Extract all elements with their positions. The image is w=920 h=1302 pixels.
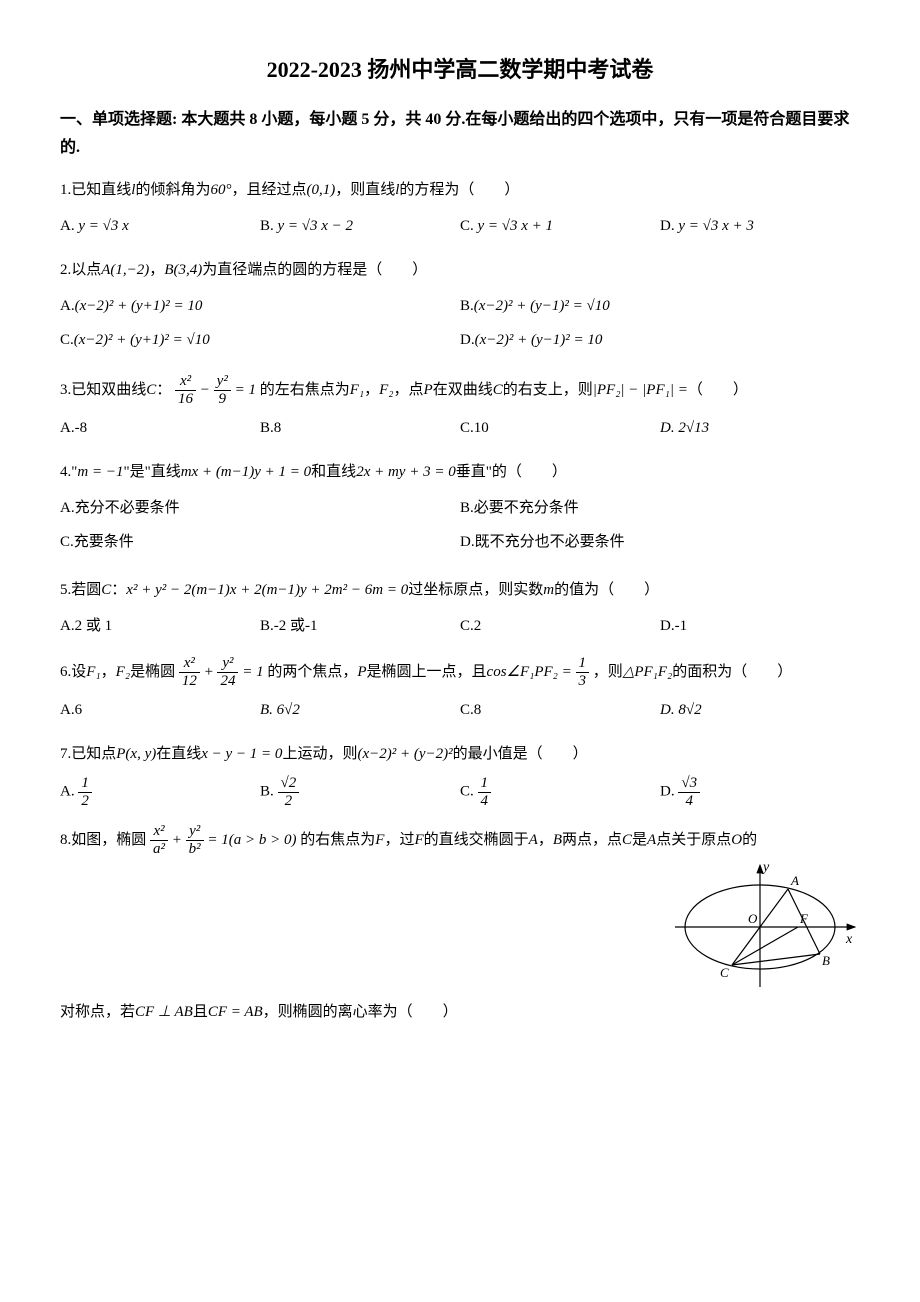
label-F: F: [799, 911, 809, 926]
q6-options: A.6 B. 6√2 C.8 D. 8√2: [60, 695, 860, 725]
q1-opt-a: A. y = √3 x: [60, 211, 260, 241]
q5-opt-b: B.-2 或-1: [260, 611, 460, 641]
q4-opt-a: A.充分不必要条件: [60, 493, 460, 523]
q6-opt-c: C.8: [460, 695, 660, 725]
question-2: 2.以点A(1,−2)，B(3,4)为直径端点的圆的方程是（ ） A.(x−2)…: [60, 255, 860, 359]
question-1: 1.已知直线l的倾斜角为60°，且经过点(0,1)，则直线l的方程为（ ） A.…: [60, 175, 860, 241]
q5-stem: 5.若圆C：x² + y² − 2(m−1)x + 2(m−1)y + 2m² …: [60, 582, 659, 598]
line-CF: [732, 927, 798, 965]
q3-opt-d: D. 2√13: [660, 413, 860, 443]
q8-stem-part1: 8.如图，椭圆 x²a² + y²b² = 1(a > b > 0) 的右焦点为…: [60, 832, 757, 848]
q7-opt-c: C. 14: [460, 775, 660, 809]
q5-opt-c: C.2: [460, 611, 660, 641]
q1-opt-d: D. y = √3 x + 3: [660, 211, 860, 241]
label-x: x: [845, 932, 853, 947]
q1-stem: 1.已知直线l的倾斜角为60°，且经过点(0,1)，则直线l的方程为（ ）: [60, 182, 519, 198]
question-5: 5.若圆C：x² + y² − 2(m−1)x + 2(m−1)y + 2m² …: [60, 575, 860, 641]
question-4: 4."m = −1"是"直线mx + (m−1)y + 1 = 0和直线2x +…: [60, 457, 860, 561]
q8-stem-part2: 对称点，若CF ⊥ AB且CF = AB，则椭圆的离心率为（ ）: [60, 1004, 458, 1020]
q6-opt-d: D. 8√2: [660, 695, 860, 725]
q5-opt-a: A.2 或 1: [60, 611, 260, 641]
q6-opt-a: A.6: [60, 695, 260, 725]
question-6: 6.设F₁，F₂是椭圆 x²12 + y²24 = 1 的两个焦点，P是椭圆上一…: [60, 655, 860, 725]
label-A: A: [790, 873, 799, 888]
q4-opt-c: C.充要条件: [60, 527, 460, 557]
q8-figure: y x O A B C F: [660, 857, 860, 997]
q4-options: A.充分不必要条件 B.必要不充分条件 C.充要条件 D.既不充分也不必要条件: [60, 493, 860, 561]
q7-stem: 7.已知点P(x, y)在直线x − y − 1 = 0上运动，则(x−2)² …: [60, 746, 588, 762]
q1-opt-b: B. y = √3 x − 2: [260, 211, 460, 241]
exam-title: 2022-2023 扬州中学高二数学期中考试卷: [60, 50, 860, 90]
q4-opt-d: D.既不充分也不必要条件: [460, 527, 860, 557]
q1-options: A. y = √3 x B. y = √3 x − 2 C. y = √3 x …: [60, 211, 860, 241]
label-y: y: [761, 860, 770, 875]
q7-opt-a: A. 12: [60, 775, 260, 809]
q1-opt-c: C. y = √3 x + 1: [460, 211, 660, 241]
label-B: B: [822, 953, 830, 968]
q2-opt-a: A.(x−2)² + (y+1)² = 10: [60, 291, 460, 321]
label-O: O: [748, 911, 758, 926]
q3-opt-b: B.8: [260, 413, 460, 443]
q2-options: A.(x−2)² + (y+1)² = 10 B.(x−2)² + (y−1)²…: [60, 291, 860, 359]
section-1-header: 一、单项选择题: 本大题共 8 小题，每小题 5 分，共 40 分.在每小题给出…: [60, 106, 860, 164]
q7-options: A. 12 B. √22 C. 14 D. √34: [60, 775, 860, 809]
q3-opt-a: A.-8: [60, 413, 260, 443]
question-8: 8.如图，椭圆 x²a² + y²b² = 1(a > b > 0) 的右焦点为…: [60, 823, 860, 1027]
q3-options: A.-8 B.8 C.10 D. 2√13: [60, 413, 860, 443]
q5-opt-d: D.-1: [660, 611, 860, 641]
question-7: 7.已知点P(x, y)在直线x − y − 1 = 0上运动，则(x−2)² …: [60, 739, 860, 809]
q6-opt-b: B. 6√2: [260, 695, 460, 725]
ellipse-diagram: y x O A B C F: [660, 857, 860, 997]
question-3: 3.已知双曲线C： x²16 − y²9 = 1 的左右焦点为F₁，F₂，点P在…: [60, 373, 860, 443]
q3-stem: 3.已知双曲线C： x²16 − y²9 = 1 的左右焦点为F₁，F₂，点P在…: [60, 382, 748, 398]
q5-options: A.2 或 1 B.-2 或-1 C.2 D.-1: [60, 611, 860, 641]
q7-opt-d: D. √34: [660, 775, 860, 809]
q2-opt-c: C.(x−2)² + (y+1)² = √10: [60, 325, 460, 355]
q2-opt-b: B.(x−2)² + (y−1)² = √10: [460, 291, 860, 321]
label-C: C: [720, 965, 729, 980]
q6-stem: 6.设F₁，F₂是椭圆 x²12 + y²24 = 1 的两个焦点，P是椭圆上一…: [60, 664, 792, 680]
q7-opt-b: B. √22: [260, 775, 460, 809]
q4-stem: 4."m = −1"是"直线mx + (m−1)y + 1 = 0和直线2x +…: [60, 464, 567, 480]
q3-opt-c: C.10: [460, 413, 660, 443]
q2-stem: 2.以点A(1,−2)，B(3,4)为直径端点的圆的方程是（ ）: [60, 262, 427, 278]
q4-opt-b: B.必要不充分条件: [460, 493, 860, 523]
q2-opt-d: D.(x−2)² + (y−1)² = 10: [460, 325, 860, 355]
